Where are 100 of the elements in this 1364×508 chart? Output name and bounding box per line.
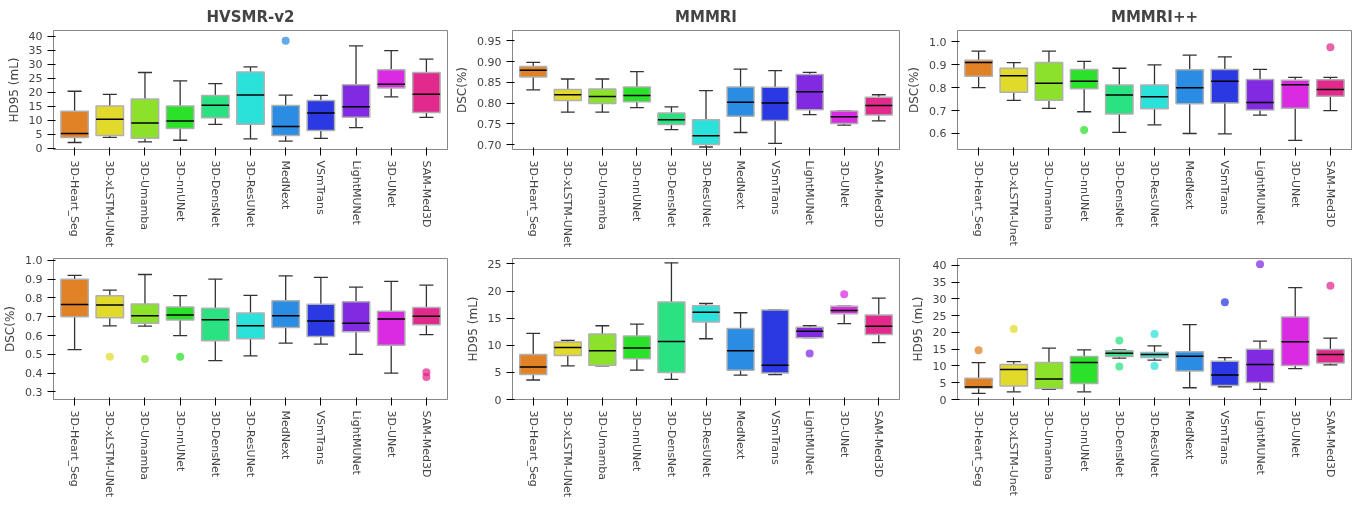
x-tick-label: VSmTrans <box>314 410 328 466</box>
y-tick-label: 0.4 <box>25 367 43 381</box>
y-tick-label: 20 <box>28 86 43 100</box>
y-tick-label: 40 <box>28 30 43 44</box>
x-tick-label: LightMUNet <box>349 410 363 476</box>
y-tick-label: 0.7 <box>25 310 43 324</box>
x-tick-label: VSmTrans <box>768 160 782 216</box>
y-tick-label: 5 <box>494 366 502 380</box>
x-tick-label: 3D-ResUNet <box>1148 160 1161 228</box>
y-tick-label: 0 <box>939 393 947 407</box>
x-tick-label: 3D-xLSTM-UNet <box>103 410 117 498</box>
x-tick-label: MedNext <box>1183 160 1197 211</box>
y-axis-title: DSC(%) <box>3 305 18 352</box>
y-tick-label: 10 <box>28 114 43 128</box>
y-tick-label: 25 <box>487 257 502 271</box>
x-tick-label: 3D-xLSTM-Unet <box>1007 410 1021 497</box>
x-tick-label: 3D-Umamba <box>138 410 152 480</box>
x-tick-label: VSmTrans <box>768 410 782 466</box>
y-tick-label: 20 <box>487 285 502 299</box>
y-axis-title: HD95 (mL) <box>6 57 21 123</box>
y-tick-label: 0.80 <box>477 97 502 111</box>
y-tick-label: 0.3 <box>25 385 43 399</box>
x-tick-label: 3D-xLSTM-Unet <box>1007 160 1021 247</box>
x-tick-label: 3D-Heart_Seg <box>972 160 986 237</box>
y-tick-label: 0.95 <box>477 34 502 48</box>
x-tick-label: 3D-ResUNet <box>1148 410 1161 478</box>
x-tick-label: 3D-nnUNet <box>630 160 644 222</box>
x-tick-label: 3D-Umamba <box>595 410 609 480</box>
y-tick-label: 0.90 <box>477 55 502 69</box>
y-tick-label: 1.0 <box>25 254 43 268</box>
x-tick-label: 3D-Heart_Seg <box>972 410 986 487</box>
x-tick-label: LightMUNet <box>349 160 363 226</box>
y-axis-title: HD95 (mL) <box>910 296 925 362</box>
x-tick-label: 3D-nnUNet <box>630 410 644 472</box>
x-tick-label: 3D-UNet <box>837 410 851 458</box>
x-tick-label: VSmTrans <box>1218 410 1232 466</box>
y-axis-title: DSC(%) <box>455 66 470 113</box>
y-tick-label: 0.7 <box>929 104 947 118</box>
x-tick-label: 3D-DensNet <box>208 410 222 478</box>
x-tick-label: 3D-Heart_Seg <box>526 160 540 237</box>
y-tick-label: 15 <box>28 100 43 114</box>
x-tick-label: MedNext <box>279 410 293 461</box>
x-tick-label: 3D-Umamba <box>1042 160 1056 230</box>
y-tick-label: 0.8 <box>929 81 947 95</box>
x-tick-label: 3D-xLSTM-UNet <box>561 160 575 248</box>
x-tick-label: MedNext <box>279 160 293 211</box>
y-tick-label: 10 <box>487 339 502 353</box>
x-tick-label: 3D-Heart_Seg <box>68 410 82 487</box>
x-tick-label: 3D-UNet <box>1288 160 1302 208</box>
y-tick-label: 35 <box>28 44 43 58</box>
x-tick-label: 3D-DensNet <box>1112 160 1126 228</box>
y-tick-label: 0.9 <box>25 273 43 287</box>
x-tick-label: 3D-nnUNet <box>173 160 187 222</box>
x-tick-label: VSmTrans <box>1218 160 1232 216</box>
x-tick-label: SAM-Med3D <box>419 410 433 478</box>
x-tick-label: 3D-UNet <box>384 410 398 458</box>
chart-title: MMMRI++ <box>1110 7 1199 26</box>
x-tick-label: LightMUNet <box>1253 160 1267 226</box>
x-tick-label: 3D-Umamba <box>138 160 152 230</box>
x-tick-label: MedNext <box>734 160 748 211</box>
x-tick-label: SAM-Med3D <box>419 160 433 228</box>
x-tick-label: 3D-DensNet <box>208 160 222 228</box>
x-tick-label: 3D-nnUNet <box>1077 160 1091 222</box>
y-tick-label: 10 <box>932 359 947 373</box>
x-tick-label: 3D-nnUNet <box>173 410 187 472</box>
y-tick-label: 15 <box>487 312 502 326</box>
x-tick-label: MedNext <box>1183 410 1197 461</box>
y-tick-label: 20 <box>932 326 947 340</box>
x-tick-label: 3D-UNet <box>1288 410 1302 458</box>
y-tick-label: 25 <box>28 72 43 86</box>
x-tick-label: 3D-ResUNet <box>699 160 713 228</box>
x-tick-label: 3D-xLSTM-UNet <box>103 160 117 248</box>
y-tick-label: 25 <box>932 309 947 323</box>
y-tick-label: 15 <box>932 343 947 357</box>
x-tick-label: 3D-ResUNet <box>699 410 713 478</box>
y-tick-label: 30 <box>932 292 947 306</box>
y-tick-label: 0.85 <box>477 76 502 90</box>
y-axis-title: HD95 (mL) <box>465 296 480 362</box>
x-tick-label: 3D-ResUNet <box>244 410 257 478</box>
x-tick-label: 3D-nnUNet <box>1077 410 1091 472</box>
y-tick-label: 35 <box>932 276 947 289</box>
x-tick-label: SAM-Med3D <box>872 160 886 228</box>
x-tick-label: 3D-DensNet <box>664 160 678 228</box>
y-tick-label: 5 <box>35 128 43 142</box>
x-tick-label: LightMUNet <box>1253 410 1267 476</box>
x-tick-label: 3D-Heart_Seg <box>68 160 82 237</box>
y-tick-label: 0.6 <box>929 127 947 141</box>
chart-title: MMMRI <box>675 7 737 26</box>
y-tick-label: 0.9 <box>929 58 947 72</box>
x-tick-label: LightMUNet <box>803 160 817 226</box>
x-tick-label: SAM-Med3D <box>872 410 886 478</box>
x-tick-label: SAM-Med3D <box>1323 410 1337 478</box>
x-tick-label: 3D-ResUNet <box>244 160 257 228</box>
x-tick-label: 3D-DensNet <box>1112 410 1126 478</box>
y-tick-label: 0.70 <box>477 138 502 152</box>
y-tick-label: 0.5 <box>25 348 43 362</box>
x-tick-label: 3D-Heart_Seg <box>526 410 540 487</box>
x-tick-label: SAM-Med3D <box>1323 160 1337 228</box>
chart-title: HVSMR-v2 <box>206 7 295 26</box>
x-tick-label: VSmTrans <box>314 160 328 216</box>
